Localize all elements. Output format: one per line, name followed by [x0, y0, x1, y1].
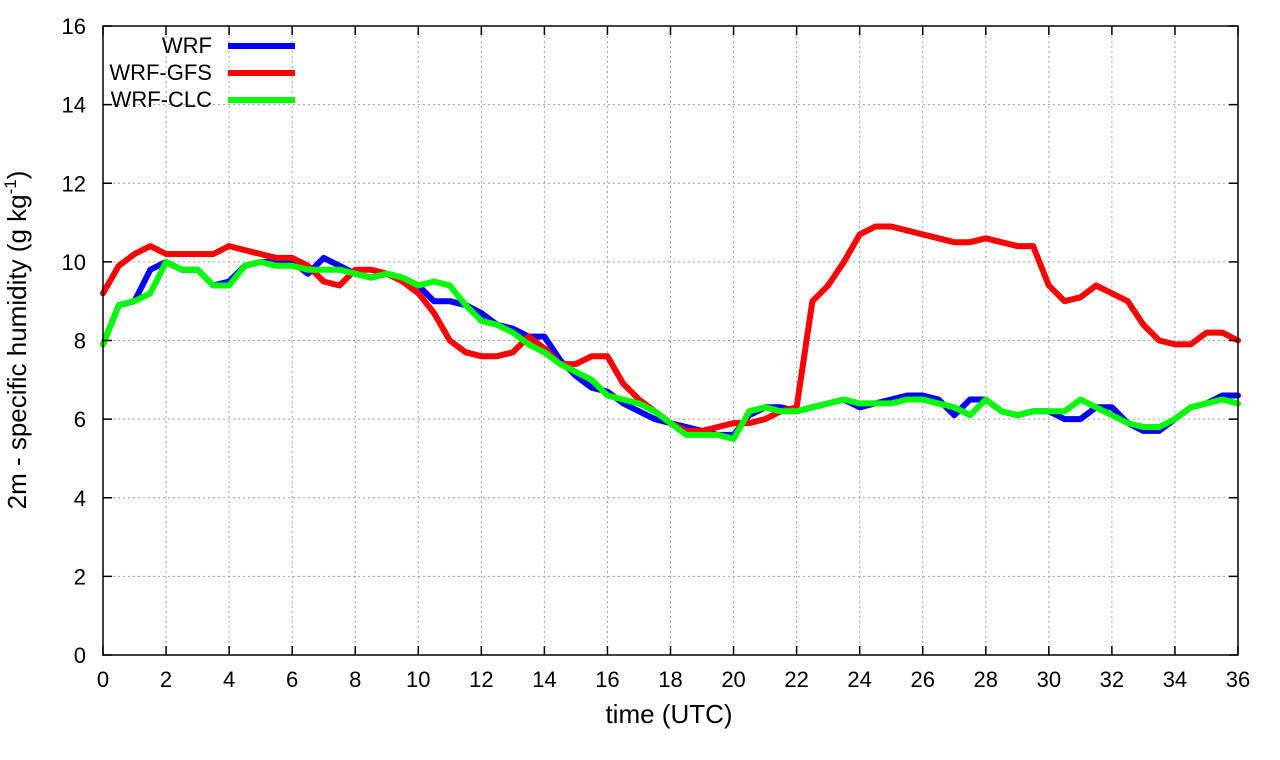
series-line-wrf-clc [100, 258, 1241, 442]
x-tick-label: 26 [910, 667, 934, 692]
y-tick-label: 10 [62, 250, 86, 275]
grid [103, 26, 1238, 655]
x-tick-labels: 0 2 4 6 8 10 12 14 16 18 20 22 24 26 28 30 32 34 36 [97, 667, 1250, 692]
legend-label-wrf-clc: WRF-CLC [111, 87, 213, 112]
x-tick-label: 10 [406, 667, 430, 692]
x-tick-label: 14 [532, 667, 556, 692]
x-tick-label: 4 [223, 667, 235, 692]
x-tick-label: 34 [1163, 667, 1187, 692]
y-axis-label: 2m - specific humidity (g kg-1) [1, 171, 32, 510]
y-tick-label: 12 [62, 171, 86, 196]
x-tick-label: 36 [1226, 667, 1250, 692]
x-tick-label: 20 [721, 667, 745, 692]
y-tick-label: 6 [74, 407, 86, 432]
legend-label-wrf: WRF [162, 33, 212, 58]
x-tick-label: 8 [349, 667, 361, 692]
x-tick-label: 32 [1100, 667, 1124, 692]
x-tick-label: 18 [658, 667, 682, 692]
axis-ticks [102, 25, 1239, 656]
x-tick-label: 12 [469, 667, 493, 692]
y-tick-label: 0 [74, 643, 86, 668]
x-tick-label: 6 [286, 667, 298, 692]
y-tick-label: 4 [74, 486, 86, 511]
legend-label-wrf-gfs: WRF-GFS [109, 60, 212, 85]
x-tick-label: 16 [595, 667, 619, 692]
x-tick-label: 2 [160, 667, 172, 692]
y-axis-label-main: 2m - specific humidity (g kg [2, 194, 32, 509]
x-tick-label: 22 [784, 667, 808, 692]
y-tick-label: 16 [62, 14, 86, 39]
y-tick-label: 14 [62, 93, 86, 118]
y-axis-label-superscript: -1 [1, 179, 20, 194]
x-tick-label: 30 [1037, 667, 1061, 692]
series-group [100, 223, 1241, 442]
y-tick-label: 2 [74, 564, 86, 589]
y-axis-label-close: ) [2, 171, 32, 180]
y-tick-labels: 0 2 4 6 8 10 12 14 16 [62, 14, 86, 668]
x-tick-label: 0 [97, 667, 109, 692]
x-tick-label: 24 [847, 667, 871, 692]
x-axis-label: time (UTC) [605, 699, 732, 729]
x-tick-label: 28 [974, 667, 998, 692]
y-tick-label: 8 [74, 329, 86, 354]
